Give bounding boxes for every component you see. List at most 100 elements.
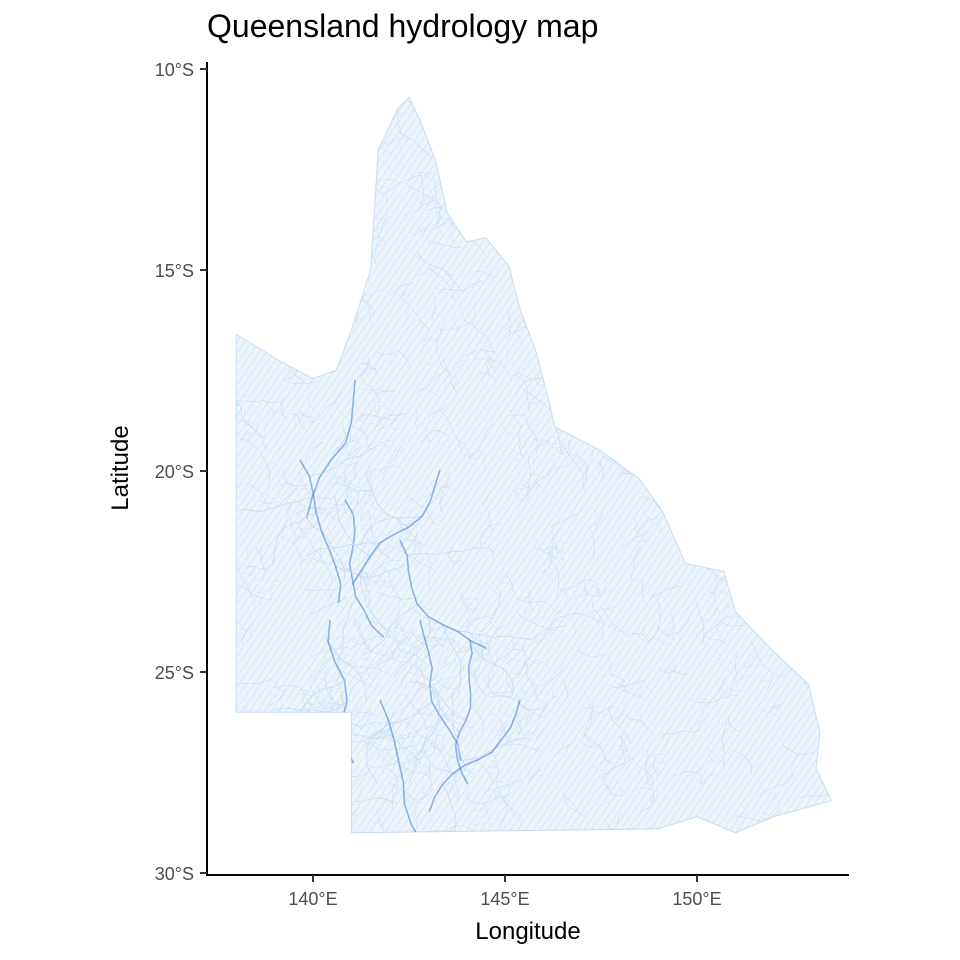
river-line bbox=[829, 490, 832, 504]
river-line bbox=[435, 671, 444, 677]
river-line bbox=[366, 593, 373, 611]
river-line bbox=[594, 185, 609, 190]
river-line bbox=[712, 533, 721, 544]
river-line bbox=[434, 744, 456, 775]
river-line bbox=[584, 146, 594, 169]
river-line bbox=[244, 481, 270, 510]
river-line bbox=[723, 515, 737, 519]
river-line bbox=[343, 210, 360, 224]
river-line bbox=[774, 320, 803, 325]
river-line bbox=[526, 684, 542, 692]
river-line bbox=[416, 185, 423, 198]
river-line bbox=[514, 490, 523, 502]
river-line bbox=[350, 733, 368, 739]
river-line bbox=[328, 717, 343, 731]
river-line bbox=[441, 409, 449, 418]
river-line bbox=[303, 143, 310, 151]
river-line bbox=[285, 221, 298, 226]
river-line bbox=[664, 328, 673, 337]
river-line bbox=[633, 590, 644, 595]
river-line bbox=[696, 242, 703, 264]
river-line bbox=[364, 666, 374, 684]
river-line bbox=[387, 353, 392, 365]
river-line bbox=[588, 215, 597, 236]
river-line bbox=[520, 685, 527, 708]
river-line bbox=[251, 683, 256, 704]
river-line bbox=[472, 800, 493, 811]
river-line bbox=[291, 529, 302, 546]
river-line bbox=[483, 781, 497, 794]
river-line bbox=[619, 224, 634, 235]
river-line bbox=[741, 837, 760, 842]
river-line bbox=[408, 671, 425, 678]
river-line bbox=[690, 100, 697, 111]
river-line bbox=[747, 282, 753, 292]
river-line bbox=[620, 399, 641, 407]
river-line bbox=[789, 121, 804, 150]
river-line bbox=[801, 507, 807, 521]
river-line bbox=[683, 166, 687, 176]
river-line bbox=[518, 179, 540, 205]
river-line bbox=[435, 728, 444, 734]
river-line bbox=[521, 695, 558, 711]
river-line bbox=[708, 252, 727, 264]
river-line bbox=[379, 731, 417, 739]
river-line bbox=[417, 713, 455, 716]
river-line bbox=[615, 752, 625, 764]
river-line bbox=[633, 196, 647, 213]
river-line bbox=[571, 235, 585, 253]
river-line bbox=[834, 286, 843, 297]
river-line bbox=[691, 288, 702, 316]
river-line bbox=[820, 207, 826, 250]
river-line bbox=[813, 444, 826, 453]
river-line bbox=[541, 338, 551, 349]
river-line bbox=[649, 139, 656, 146]
river-line bbox=[424, 835, 454, 855]
river-line bbox=[694, 443, 708, 446]
river-line bbox=[707, 538, 715, 549]
river-line bbox=[382, 784, 394, 796]
river-line bbox=[749, 139, 754, 159]
river-line bbox=[750, 838, 768, 843]
river-line bbox=[746, 216, 751, 239]
river-line bbox=[762, 102, 774, 120]
river-line bbox=[555, 534, 564, 544]
river-line bbox=[579, 456, 588, 471]
river-line bbox=[637, 208, 654, 223]
river-line bbox=[421, 338, 438, 341]
river-line bbox=[549, 801, 566, 809]
river-line bbox=[451, 368, 457, 388]
river-line bbox=[236, 481, 246, 490]
river-line bbox=[434, 698, 439, 716]
river-line bbox=[307, 396, 321, 416]
river-line bbox=[350, 227, 368, 233]
river-line bbox=[598, 426, 608, 435]
river-line bbox=[717, 619, 745, 627]
river-line bbox=[784, 289, 803, 312]
river-line bbox=[636, 765, 654, 803]
river-line bbox=[692, 213, 702, 254]
river-line bbox=[668, 299, 676, 320]
river-line bbox=[812, 249, 826, 266]
river-line bbox=[370, 560, 401, 578]
river-line bbox=[691, 513, 723, 528]
river-line bbox=[445, 365, 462, 371]
river-line bbox=[766, 673, 786, 691]
river-line bbox=[629, 473, 631, 483]
river-line bbox=[649, 385, 662, 406]
river-line bbox=[680, 473, 685, 490]
river-line bbox=[485, 802, 491, 827]
river-line bbox=[669, 313, 674, 344]
river-line bbox=[663, 733, 671, 754]
river-line bbox=[417, 800, 427, 805]
river-line bbox=[371, 531, 376, 542]
river-line bbox=[369, 443, 388, 447]
river-line bbox=[279, 316, 293, 328]
river-line bbox=[698, 97, 701, 109]
river-line bbox=[385, 539, 397, 548]
river-line bbox=[516, 597, 546, 604]
river-line bbox=[307, 589, 315, 607]
river-line bbox=[255, 97, 272, 99]
river-line bbox=[288, 161, 305, 181]
river-line bbox=[801, 367, 824, 404]
